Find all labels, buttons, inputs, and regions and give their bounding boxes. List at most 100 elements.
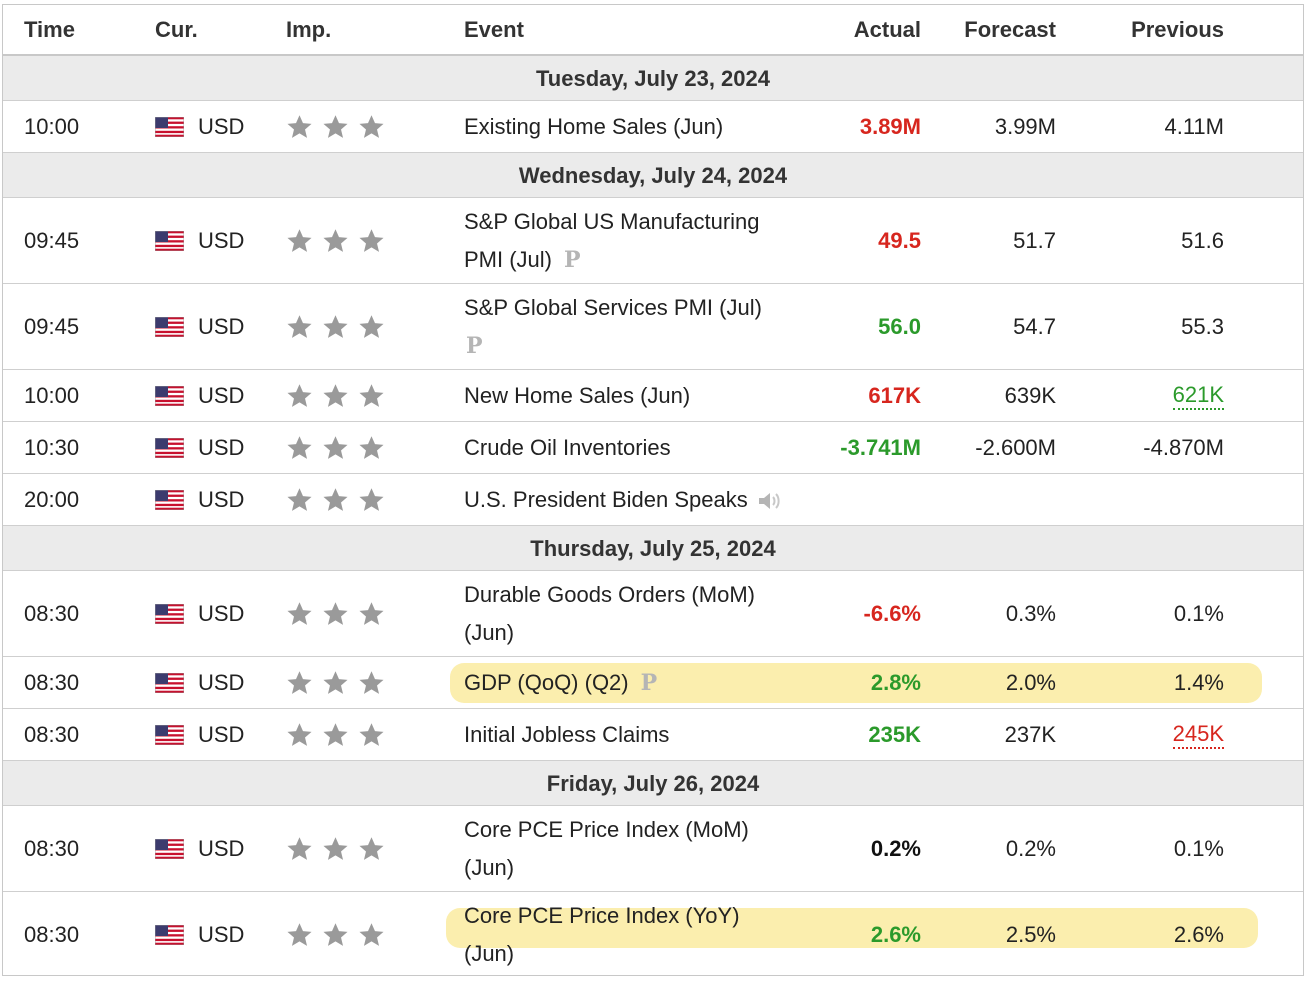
table-row[interactable]: 09:45 USD S&P Global US Manufacturing PM… (3, 198, 1303, 284)
event-name[interactable]: S&P Global US Manufacturing PMI (Jul) (464, 208, 760, 272)
star-icon (322, 227, 349, 254)
header-previous[interactable]: Previous (1131, 16, 1224, 42)
event-name[interactable]: Crude Oil Inventories (464, 434, 671, 460)
star-icon (322, 382, 349, 409)
event-time: 09:45 (24, 313, 80, 339)
event-name[interactable]: New Home Sales (Jun) (464, 382, 691, 408)
previous-value: 51.6 (1181, 227, 1224, 253)
actual-value: -3.741M (840, 434, 921, 460)
star-icon (322, 313, 349, 340)
star-icon (322, 835, 349, 862)
star-icon (286, 721, 313, 748)
event-name[interactable]: Durable Goods Orders (MoM) (Jun) (464, 581, 755, 645)
event-name[interactable]: Core PCE Price Index (MoM) (Jun) (464, 816, 749, 880)
date-row: Thursday, July 25, 2024 (3, 526, 1303, 571)
event-time: 08:30 (24, 922, 80, 947)
star-icon (286, 113, 313, 140)
header-currency[interactable]: Cur. (155, 16, 198, 42)
star-icon (358, 835, 385, 862)
event-name[interactable]: GDP (QoQ) (Q2) (464, 669, 629, 695)
previous-value: 55.3 (1181, 313, 1224, 339)
event-time: 08:30 (24, 669, 80, 695)
actual-value: 49.5 (878, 227, 921, 253)
us-flag-icon (155, 490, 184, 510)
star-icon (322, 434, 349, 461)
table-row[interactable]: 08:30 USD Core PCE Price Index (YoY) (Ju… (3, 892, 1303, 978)
star-icon (358, 922, 385, 949)
previous-value: 4.11M (1164, 113, 1224, 139)
star-icon (286, 835, 313, 862)
star-icon (286, 313, 313, 340)
table-row[interactable]: 08:30 USD Durable Goods Orders (MoM) (Ju… (3, 571, 1303, 657)
header-importance[interactable]: Imp. (286, 16, 332, 42)
currency-cell: USD (155, 228, 244, 254)
event-name-wrap[interactable]: S&P Global Services PMI (Jul) P (464, 289, 804, 365)
header-time[interactable]: Time (24, 16, 75, 42)
event-time: 08:30 (24, 600, 80, 626)
header-forecast[interactable]: Forecast (964, 16, 1056, 42)
table-row[interactable]: 10:30 USD Crude Oil Inventories -3.741M … (3, 422, 1303, 474)
currency-label: USD (198, 227, 245, 253)
currency-cell: USD (155, 435, 244, 461)
currency-label: USD (198, 835, 245, 861)
actual-value: 0.2% (870, 835, 921, 861)
importance-stars (286, 382, 385, 409)
forecast-value: 237K (1004, 721, 1056, 747)
forecast-value: 51.7 (1013, 227, 1056, 253)
currency-cell: USD (155, 314, 244, 340)
preliminary-mark: P (466, 332, 483, 359)
event-time: 10:30 (24, 434, 80, 460)
previous-value: 0.1% (1173, 600, 1224, 626)
currency-label: USD (198, 486, 245, 512)
date-row: Friday, July 26, 2024 (3, 761, 1303, 806)
event-name-wrap[interactable]: U.S. President Biden Speaks (464, 487, 782, 513)
header-actual[interactable]: Actual (853, 16, 921, 42)
actual-value: 235K (868, 721, 921, 747)
currency-cell: USD (155, 487, 244, 513)
star-icon (358, 669, 385, 696)
us-flag-icon (155, 231, 184, 251)
table-row[interactable]: 08:30 USD Initial Jobless Claims 235K 23… (3, 709, 1303, 761)
us-flag-icon (155, 725, 184, 745)
currency-label: USD (198, 922, 245, 947)
importance-stars (286, 113, 385, 140)
star-icon (286, 227, 313, 254)
previous-value-revised[interactable]: 621K (1172, 382, 1224, 410)
currency-cell: USD (155, 601, 244, 627)
importance-stars (286, 835, 385, 862)
currency-cell: USD (155, 922, 244, 948)
star-icon (322, 600, 349, 627)
header-event[interactable]: Event (464, 16, 524, 42)
event-time: 10:00 (24, 382, 80, 408)
importance-stars (286, 600, 385, 627)
date-row: Wednesday, July 24, 2024 (3, 153, 1303, 198)
table-row[interactable]: 10:00 USD Existing Home Sales (Jun) 3.89… (3, 101, 1303, 153)
event-name[interactable]: S&P Global Services PMI (Jul) (464, 294, 762, 320)
currency-cell: USD (155, 670, 244, 696)
actual-value: 617K (868, 382, 921, 408)
forecast-value: 0.3% (1005, 600, 1056, 626)
star-icon (358, 486, 385, 513)
event-name-wrap[interactable]: GDP (QoQ) (Q2) P (464, 670, 657, 696)
previous-value-revised[interactable]: 245K (1172, 721, 1224, 749)
event-name[interactable]: Core PCE Price Index (YoY) (Jun) (464, 903, 740, 966)
star-icon (358, 113, 385, 140)
table-row[interactable]: 09:45 USD S&P Global Services PMI (Jul) P… (3, 284, 1303, 370)
event-name-wrap[interactable]: S&P Global US Manufacturing PMI (Jul) P (464, 203, 804, 279)
speaker-icon[interactable] (756, 490, 782, 512)
currency-label: USD (198, 721, 245, 747)
event-name[interactable]: Existing Home Sales (Jun) (464, 113, 724, 139)
importance-stars (286, 313, 385, 340)
star-icon (322, 486, 349, 513)
table-row[interactable]: 08:30 USD GDP (QoQ) (Q2) P 2.8% 2.0% 1.4% (3, 657, 1303, 709)
table-row[interactable]: 08:30 USD Core PCE Price Index (MoM) (Ju… (3, 806, 1303, 892)
previous-value: 0.1% (1173, 835, 1224, 861)
table-row[interactable]: 10:00 USD New Home Sales (Jun) 617K 639K… (3, 370, 1303, 422)
event-name[interactable]: U.S. President Biden Speaks (464, 486, 748, 512)
currency-cell: USD (155, 836, 244, 862)
us-flag-icon (155, 438, 184, 458)
table-row[interactable]: 20:00 USD U.S. President Biden Speaks (3, 474, 1303, 526)
star-icon (286, 669, 313, 696)
currency-cell: USD (155, 383, 244, 409)
event-name[interactable]: Initial Jobless Claims (464, 721, 670, 747)
